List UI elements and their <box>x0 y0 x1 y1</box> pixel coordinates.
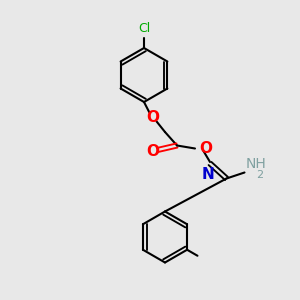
Text: O: O <box>146 110 159 125</box>
Text: 2: 2 <box>256 170 263 181</box>
Text: O: O <box>200 141 212 156</box>
Text: O: O <box>146 144 160 159</box>
Text: NH: NH <box>246 157 267 171</box>
Text: N: N <box>202 167 215 182</box>
Text: Cl: Cl <box>138 22 150 34</box>
